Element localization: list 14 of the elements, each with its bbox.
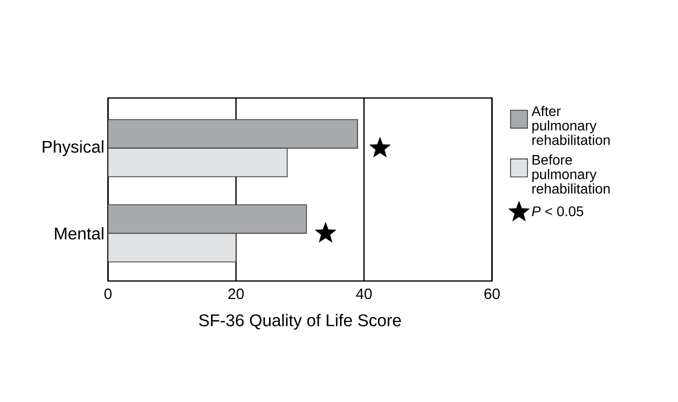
x-tick-label: 0 <box>104 288 112 300</box>
bar <box>108 204 307 234</box>
bar <box>108 148 288 178</box>
y-tick-label: Mental <box>55 227 104 240</box>
bar <box>108 232 236 262</box>
x-tick-label: 40 <box>356 288 372 300</box>
legend-label: After pulmonary rehabilitation <box>532 106 610 145</box>
x-tick-label: 20 <box>228 288 244 300</box>
legend-label: Before pulmonary rehabilitation <box>532 154 610 194</box>
y-tick-label: Physical <box>42 140 104 156</box>
x-tick-label: 60 <box>484 288 500 300</box>
legend-label: P < 0.05 <box>532 206 584 216</box>
x-axis-title: SF-36 Quality of Life Score <box>199 314 401 330</box>
bar <box>108 119 358 149</box>
